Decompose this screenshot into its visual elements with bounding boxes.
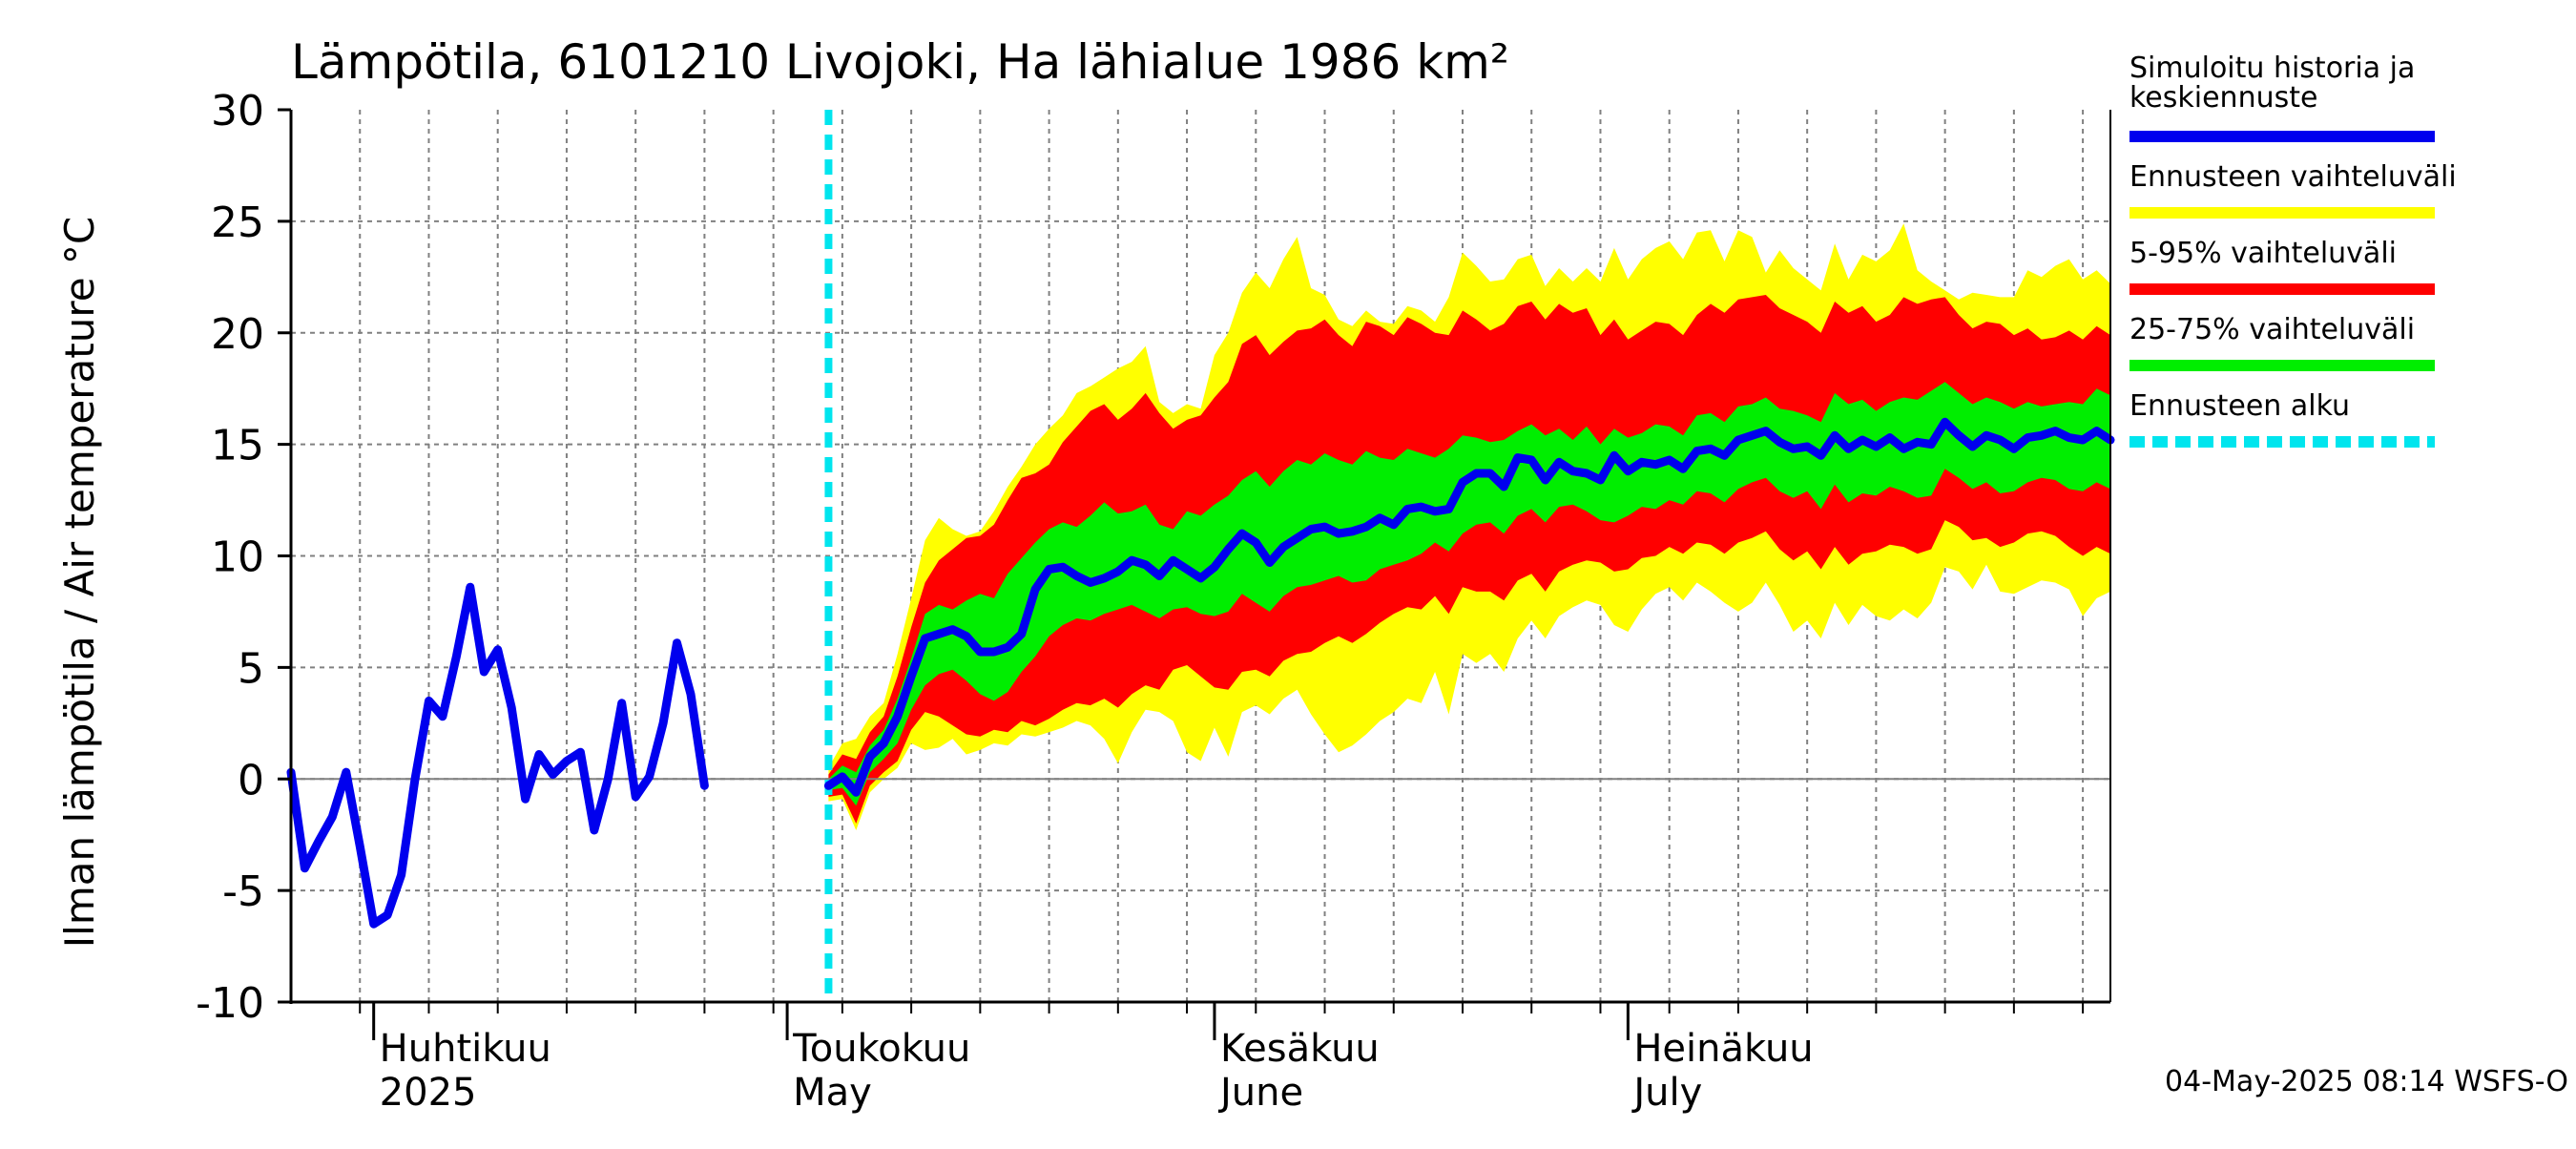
chart-title: Lämpötila, 6101210 Livojoki, Ha lähialue…	[291, 34, 1509, 90]
legend-label: Ennusteen vaihteluväli	[2129, 160, 2457, 194]
y-tick-label: 15	[211, 422, 264, 470]
x-month-label: Huhtikuu	[380, 1027, 551, 1071]
x-month-label: Kesäkuu	[1220, 1027, 1380, 1071]
y-axis-label: Ilman lämpötila / Air temperature °C	[56, 217, 103, 948]
history-series-line	[286, 582, 709, 929]
plot-area: -10-5051015202530Huhtikuu2025ToukokuuMay…	[196, 87, 2115, 1115]
median-forecast-line	[823, 417, 2115, 797]
x-month-label-en: July	[1631, 1071, 1702, 1115]
y-tick-label: -10	[196, 979, 264, 1028]
x-month-label-en: May	[793, 1071, 872, 1115]
y-tick-label: 20	[211, 310, 264, 359]
x-month-label-en: 2025	[380, 1071, 477, 1115]
legend-label: 5-95% vaihteluväli	[2129, 237, 2397, 270]
y-tick-label: 10	[211, 533, 264, 582]
y-tick-label: 5	[238, 644, 264, 693]
x-month-label: Toukokuu	[792, 1027, 970, 1071]
legend-label: 25-75% vaihteluväli	[2129, 313, 2415, 346]
x-month-label: Heinäkuu	[1633, 1027, 1813, 1071]
legend-label-line2: keskiennuste	[2129, 81, 2317, 115]
y-tick-label: 25	[211, 198, 264, 247]
y-tick-label: -5	[222, 867, 264, 916]
band-25-75	[828, 382, 2110, 806]
footer-timestamp: 04-May-2025 08:14 WSFS-O	[2165, 1065, 2568, 1098]
y-tick-label: 30	[211, 87, 264, 136]
y-tick-label: 0	[238, 756, 264, 804]
legend-label-line1: Simuloitu historia ja	[2129, 52, 2415, 85]
legend-label: Ennusteen alku	[2129, 389, 2350, 423]
x-month-label-en: June	[1217, 1071, 1303, 1115]
